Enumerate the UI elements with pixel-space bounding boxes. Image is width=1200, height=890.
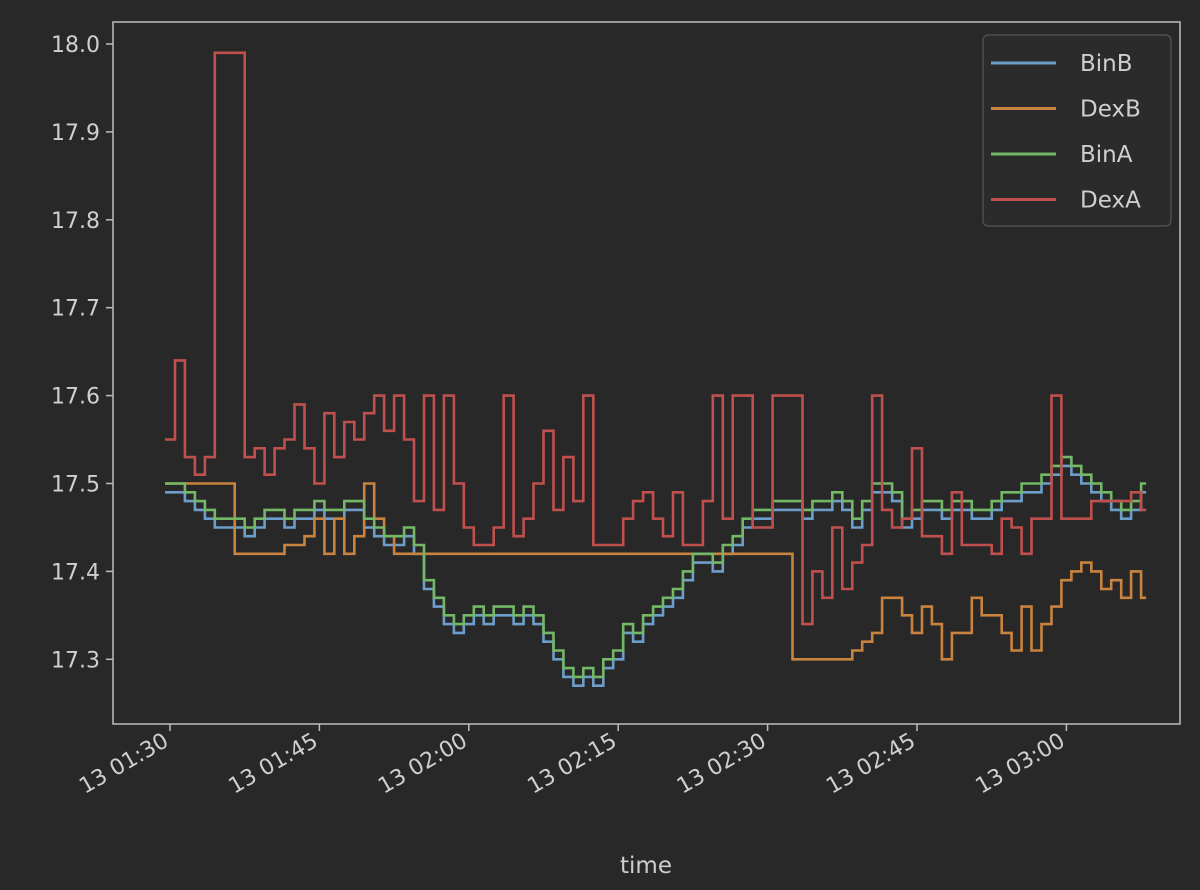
x-tick-label: 13 02:00 bbox=[374, 729, 472, 800]
x-tick-label: 13 02:30 bbox=[673, 729, 771, 800]
y-tick-label: 17.6 bbox=[51, 385, 100, 410]
y-tick-label: 17.4 bbox=[51, 560, 100, 585]
y-tick-label: 17.3 bbox=[51, 648, 100, 673]
y-tick-label: 17.9 bbox=[51, 121, 100, 146]
series-line-dexa bbox=[165, 51, 1147, 626]
y-tick-label: 17.7 bbox=[51, 297, 100, 322]
x-tick-label: 13 02:15 bbox=[523, 729, 621, 800]
series-line-dexb bbox=[165, 482, 1147, 661]
legend: BinB DexB BinA DexA bbox=[982, 34, 1172, 227]
plot-frame bbox=[112, 21, 1181, 725]
x-tick-label: 13 02:45 bbox=[822, 729, 920, 800]
legend-label: BinB bbox=[1080, 51, 1133, 77]
x-axis: 13 01:30 13 01:45 13 02:00 13 02:15 13 02:30… bbox=[75, 724, 1069, 799]
series-layer bbox=[165, 51, 1147, 687]
legend-label: DexA bbox=[1080, 188, 1141, 214]
x-tick-label: 13 03:00 bbox=[972, 729, 1070, 800]
y-tick-label: 17.8 bbox=[51, 209, 100, 234]
x-tick-label: 13 01:45 bbox=[225, 729, 323, 800]
series-line-bina bbox=[165, 455, 1147, 679]
y-tick-label: 18.0 bbox=[51, 33, 100, 58]
legend-label: DexB bbox=[1080, 97, 1141, 123]
y-tick-label: 17.5 bbox=[51, 473, 100, 498]
series-line-binb bbox=[165, 464, 1147, 687]
legend-box bbox=[982, 34, 1172, 227]
x-axis-label: time bbox=[620, 853, 672, 879]
x-tick-label: 13 01:30 bbox=[75, 729, 173, 800]
y-axis: 17.3 17.4 17.5 17.6 17.7 17.8 17.9 18.0 bbox=[51, 33, 113, 673]
legend-label: BinA bbox=[1080, 142, 1133, 168]
